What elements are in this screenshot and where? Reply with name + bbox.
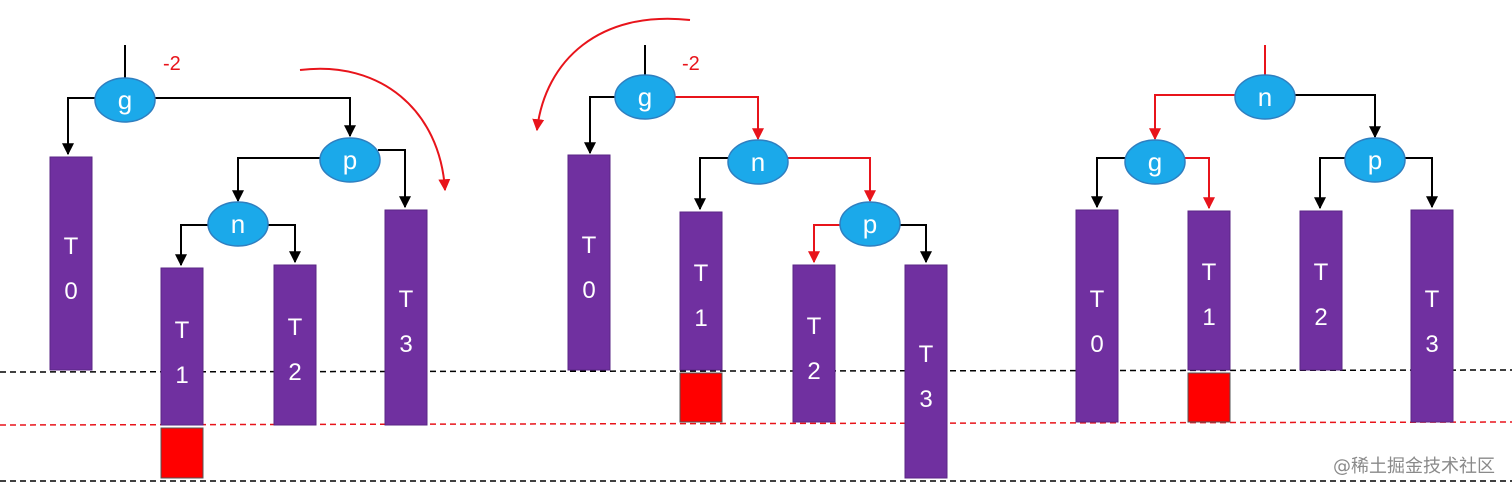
panel: T0 T1 T2 T3 n g p	[1075, 45, 1454, 423]
subtree	[567, 154, 611, 371]
panel: T0 T1 T2 T3 g p n -2	[49, 45, 451, 479]
node-label: p	[343, 145, 357, 175]
subtree-label: T1	[169, 317, 196, 407]
subtree	[273, 264, 317, 426]
subtree	[679, 211, 723, 371]
subtree-label: T2	[801, 313, 828, 403]
level-line	[0, 421, 1512, 426]
subtree	[904, 264, 948, 479]
node	[207, 201, 269, 247]
subtree-label: T3	[913, 341, 940, 431]
node	[614, 74, 676, 120]
height-block	[679, 372, 723, 423]
subtree	[160, 267, 204, 426]
subtree-label: T0	[576, 232, 603, 322]
subtree	[1299, 210, 1343, 371]
node	[839, 201, 901, 247]
subtree	[384, 209, 428, 426]
balance-factor: -2	[163, 53, 181, 75]
node	[94, 77, 156, 123]
node-label: g	[1148, 147, 1162, 177]
node	[319, 137, 381, 183]
balance-factor: -2	[682, 53, 700, 75]
node-label: g	[118, 85, 132, 115]
subtree-label: T2	[1308, 259, 1335, 349]
subtree	[1187, 210, 1231, 371]
subtree-label: T1	[1196, 259, 1223, 349]
subtree	[1075, 209, 1119, 423]
subtree-label: T0	[1084, 286, 1111, 376]
height-block	[1187, 372, 1231, 423]
node-label: g	[638, 82, 652, 112]
subtree-label: T1	[688, 260, 715, 350]
node-label: n	[231, 209, 245, 239]
subtree-label: T0	[58, 233, 85, 323]
subtree	[792, 264, 836, 423]
node-label: p	[1368, 145, 1382, 175]
node	[1124, 139, 1186, 185]
height-block	[160, 427, 204, 479]
panel: T0 T1 T2 T3 g n p -2	[532, 17, 948, 479]
node	[1234, 74, 1296, 120]
subtree	[49, 156, 93, 371]
subtree-label: T3	[1419, 286, 1446, 376]
node-label: n	[751, 147, 765, 177]
node	[1344, 137, 1406, 183]
level-line	[0, 369, 1512, 373]
node-label: n	[1258, 82, 1272, 112]
node-label: p	[863, 209, 877, 239]
watermark: @稀土掘金技术社区	[1333, 456, 1495, 477]
node	[727, 139, 789, 185]
subtree-label: T2	[282, 314, 309, 404]
subtree-label: T3	[393, 286, 420, 376]
subtree	[1410, 209, 1454, 423]
